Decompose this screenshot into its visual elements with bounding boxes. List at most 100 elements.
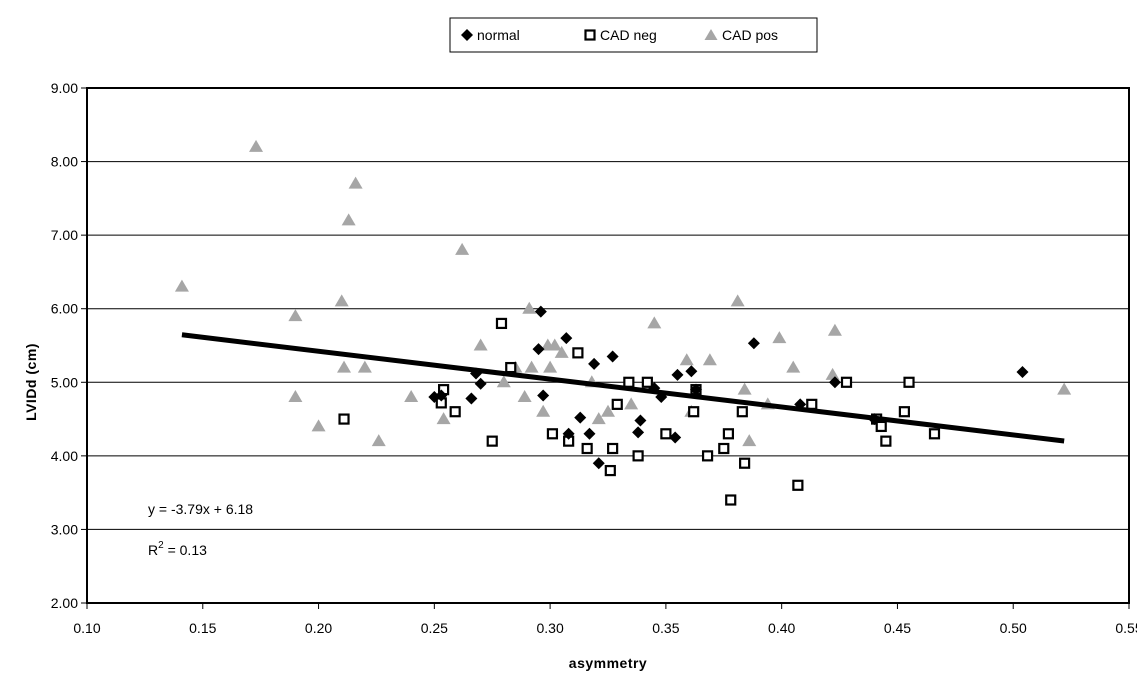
x-tick-label: 0.35 [652, 620, 679, 636]
point-cad-pos [730, 294, 745, 307]
point-cad-pos [311, 419, 326, 432]
point-normal [537, 389, 550, 402]
point-cad-neg [632, 450, 644, 462]
point-cad-pos [473, 338, 488, 351]
y-tick-label: 3.00 [51, 521, 78, 537]
point-normal [583, 427, 596, 440]
point-cad-pos [522, 301, 537, 314]
x-tick-labels: 0.10 0.15 0.20 0.25 0.30 0.35 0.40 0.45 0.50 0.55 [73, 620, 1137, 636]
point-cad-neg [875, 420, 887, 433]
point-cad-neg [495, 317, 508, 330]
series-cad-pos [174, 139, 1072, 447]
point-cad-pos [348, 176, 363, 189]
point-cad-neg [623, 376, 635, 388]
legend-marker-cad-pos [704, 29, 718, 40]
point-normal [560, 332, 573, 345]
point-cad-neg [581, 442, 593, 455]
point-cad-pos [601, 404, 615, 417]
point-cad-pos [337, 360, 352, 373]
point-cad-neg [572, 347, 584, 359]
point-cad-pos [288, 390, 303, 402]
point-cad-pos [624, 397, 639, 410]
point-normal [634, 414, 647, 427]
point-cad-neg [505, 361, 517, 374]
point-cad-neg [722, 428, 735, 440]
point-cad-pos [455, 242, 470, 255]
y-tick-label: 6.00 [51, 301, 78, 317]
point-cad-pos [825, 367, 840, 380]
point-cad-pos [524, 360, 539, 373]
point-normal [671, 368, 684, 381]
point-cad-pos [647, 316, 662, 329]
point-cad-neg [903, 376, 915, 388]
legend-marker-cad-neg [584, 29, 596, 41]
y-tick-label: 4.00 [51, 448, 78, 464]
point-cad-neg [880, 435, 892, 447]
point-cad-neg [739, 457, 751, 469]
point-normal [562, 427, 575, 440]
trendline [181, 332, 1065, 444]
point-cad-pos [554, 345, 569, 358]
point-normal [435, 389, 448, 402]
point-cad-neg [806, 398, 818, 410]
point-cad-pos [547, 338, 562, 351]
legend-label-cad-pos: CAD pos [722, 27, 778, 43]
point-cad-pos [702, 353, 717, 366]
r-squared-value: = 0.13 [164, 542, 207, 558]
point-normal [588, 357, 601, 370]
y-tick-label: 7.00 [51, 227, 78, 243]
point-cad-pos [679, 353, 694, 366]
point-cad-pos [786, 360, 801, 373]
point-cad-pos [288, 309, 303, 322]
point-cad-neg [792, 479, 804, 491]
point-cad-neg [898, 406, 910, 418]
point-cad-pos [1057, 382, 1072, 395]
y-tick-label: 8.00 [51, 154, 78, 170]
y-tick-label: 9.00 [51, 80, 78, 96]
point-cad-neg [338, 413, 350, 425]
point-cad-pos [496, 375, 511, 388]
point-normal [828, 376, 841, 389]
point-cad-neg [449, 406, 461, 418]
point-cad-neg [641, 376, 653, 388]
point-cad-pos [737, 382, 752, 395]
point-normal [606, 350, 619, 363]
legend-box [449, 17, 818, 53]
point-cad-neg [660, 428, 672, 440]
point-cad-neg [736, 406, 748, 418]
x-tick-label: 0.40 [768, 620, 795, 636]
point-normal [532, 343, 545, 356]
x-tick-label: 0.25 [421, 620, 448, 636]
x-tick-label: 0.55 [1115, 620, 1137, 636]
point-cad-pos [827, 323, 842, 336]
x-tick-label: 0.10 [73, 620, 100, 636]
x-axis-title: asymmetry [569, 655, 647, 671]
point-cad-neg [725, 494, 737, 506]
point-cad-pos [536, 404, 551, 417]
point-normal [592, 457, 605, 470]
point-cad-neg [607, 442, 619, 455]
point-cad-pos [341, 213, 356, 226]
point-cad-pos [334, 294, 349, 307]
x-tick-label: 0.20 [305, 620, 332, 636]
point-cad-pos [371, 434, 386, 447]
point-cad-pos [543, 360, 558, 373]
point-normal [574, 411, 587, 424]
point-cad-neg [604, 464, 616, 477]
point-cad-pos [357, 360, 372, 373]
trendline-equation: y = -3.79x + 6.18 [148, 501, 253, 517]
x-tick-label: 0.15 [189, 620, 216, 636]
y-tick-label: 5.00 [51, 374, 78, 390]
point-normal [632, 426, 645, 439]
point-cad-pos [174, 279, 189, 292]
point-cad-neg [701, 450, 714, 462]
gridlines [87, 161, 1129, 530]
point-normal [689, 383, 702, 396]
point-cad-neg [546, 428, 559, 440]
x-tick-label: 0.45 [884, 620, 911, 636]
point-cad-neg [718, 442, 730, 455]
y-tick-labels: 2.00 3.00 4.00 5.00 6.00 7.00 8.00 9.00 [51, 80, 78, 611]
point-normal [669, 431, 682, 444]
legend-marker-normal [461, 29, 473, 41]
